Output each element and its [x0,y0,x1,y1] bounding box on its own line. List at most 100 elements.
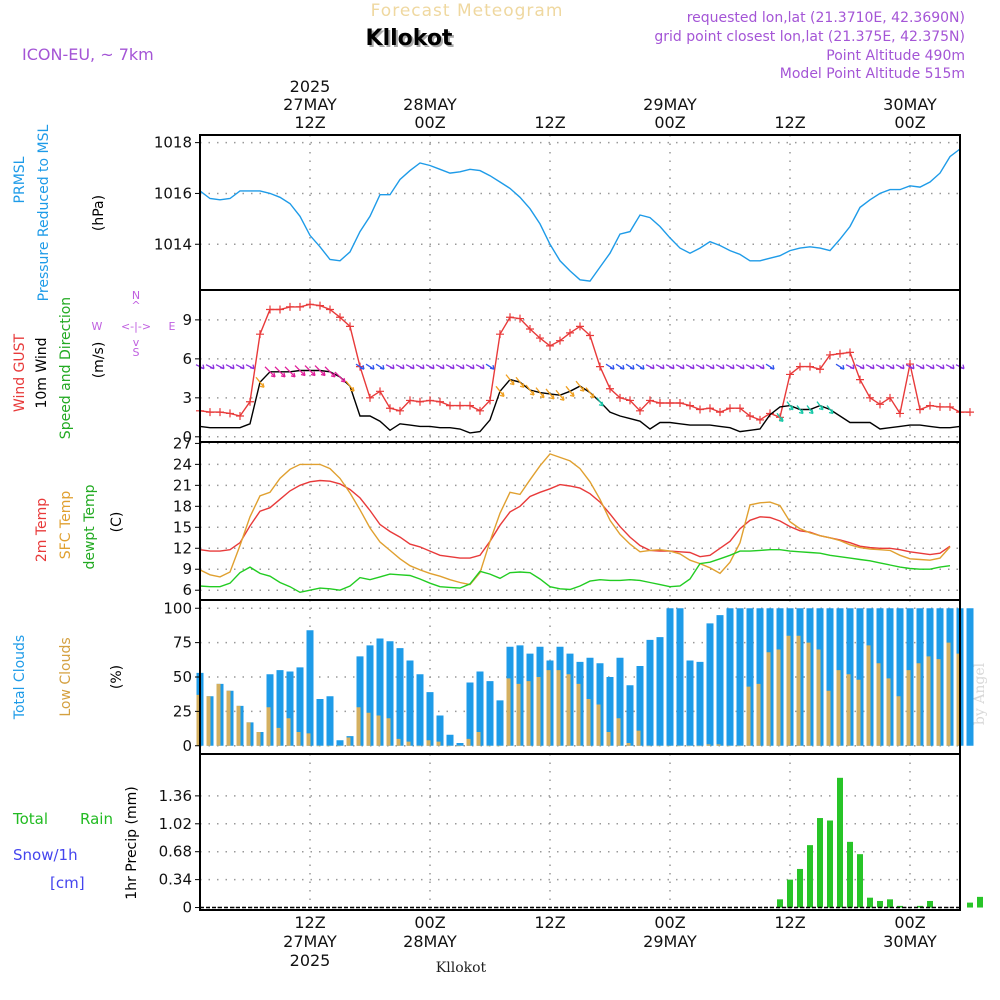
wind-arrow-head-69 [889,364,895,370]
wind-marker-26 [456,401,464,410]
wind-marker-36 [556,336,564,345]
wind-marker-32 [516,314,524,323]
wind-arrow-head-18 [379,364,385,370]
wind-marker-54 [736,404,744,413]
wind-arrow-head-37 [569,392,575,397]
clouds-bar-low-clouds-72 [916,663,921,746]
wind-arrow-head-38 [579,386,585,392]
snow-label: Snow/1h [13,846,78,864]
clouds-bar-low-clouds-41 [606,732,611,746]
precip-bar-total-rain-77 [967,902,973,908]
clouds-bar-low-clouds-46 [656,745,661,747]
wind-marker-11 [306,300,314,309]
wind-marker-47 [666,399,674,408]
wind-arrow-head-25 [449,364,455,370]
wind-arrow-head-12 [320,371,326,377]
bottom-time-date-48: 29MAY [643,932,697,951]
clouds-bar-total-clouds-16 [356,656,364,746]
clouds-bar-total-clouds-70 [896,608,904,746]
wind-arrow-head-17 [369,364,375,370]
clouds-bar-low-clouds-0 [196,694,201,746]
clouds-bar-low-clouds-28 [476,732,481,746]
clouds-bar-low-clouds-12 [316,745,321,747]
clouds-bar-low-clouds-55 [746,686,751,746]
wind-marker-22 [416,397,424,406]
wind-arrow-head-50 [699,364,705,370]
wind-marker-57 [766,409,774,418]
wind-arrow-head-35 [549,394,555,400]
wind-arrow-head-19 [389,364,395,370]
wind-arrow-head-43 [629,364,635,370]
wind-marker-55 [746,412,754,421]
clouds-bar-low-clouds-54 [736,745,741,747]
clouds-bar-total-clouds-41 [606,677,614,746]
wind-arrow-head-48 [679,364,685,370]
clouds-bar-low-clouds-50 [696,745,701,747]
pressure-line-prmsl [199,148,961,282]
clouds-bar-total-clouds-12 [316,699,324,746]
wind-arrow-head-42 [619,364,625,370]
clouds-bar-low-clouds-65 [846,674,851,746]
series-layer [195,148,983,909]
bottom-time-date-24: 28MAY [403,932,457,951]
wind-arrow-head-6 [259,383,265,388]
snow-unit: [cm] [50,874,85,892]
wind-arrow-head-46 [659,364,665,370]
wind-marker-5 [246,397,254,406]
clouds-bar-low-clouds-56 [756,683,761,746]
compass-s: S [133,346,140,359]
clouds-bar-low-clouds-75 [946,642,951,746]
wind-marker-3 [226,409,234,418]
wind-arrow-head-60 [798,409,804,415]
wind-marker-19 [386,404,394,413]
top-time-year-12: 2025 [290,77,331,96]
wind-marker-64 [836,349,844,358]
wind-arrow-head-65 [849,364,855,370]
precip-bar-total-rain-62 [817,818,823,908]
bottom-time-date-12: 27MAY [283,932,337,951]
wind-arrow-head-11 [310,371,316,377]
clouds-bar-low-clouds-19 [386,718,391,746]
clouds-bar-total-clouds-55 [746,608,754,746]
wind-marker-53 [726,404,734,413]
wind-arrow-34 [535,387,545,399]
wind-arrow-head-62 [818,405,824,411]
wind-marker-38 [576,322,584,331]
clouds-bar-low-clouds-8 [276,727,281,746]
temperature-line-dewpt-temp [199,549,951,594]
clouds-bar-total-clouds-42 [616,657,624,746]
precip-bar-total-rain-58 [777,899,783,908]
top-time-hour-72: 00Z [894,113,925,132]
wind-arrow-head-53 [729,364,735,370]
wind-marker-73 [926,401,934,410]
clouds-bar-total-clouds-8 [276,670,284,746]
wind-marker-39 [586,331,594,340]
precip-ytick-label-0: 0 [182,899,192,917]
wind-ytick-label-0: 0 [182,428,192,446]
wind-arrow-head-34 [539,393,545,399]
wind-arrow-head-22 [419,364,425,370]
clouds-bar-low-clouds-60 [796,635,801,746]
clouds-bar-low-clouds-51 [706,744,711,746]
wind-arrow-head-5 [249,364,255,370]
wind-arrow-39 [585,387,595,399]
wind-arrow-head-29 [489,364,495,370]
wind-arrow-32 [515,376,525,388]
wind-arrow-31 [505,374,515,386]
grid-point-coords: grid point closest lon,lat (21.375E, 42.… [654,29,965,45]
wind-arrow-head-27 [469,364,475,370]
wind-arrow-head-10 [300,371,306,377]
clouds-bar-low-clouds-62 [816,649,821,746]
clouds-bar-low-clouds-21 [406,741,411,746]
wind-ytick-label-6: 6 [182,350,192,368]
temp2m-label: 2m Temp [34,498,50,562]
wind-marker-29 [486,396,494,405]
wind-arrow-head-39 [589,393,595,399]
temperature-ytick-label-9: 9 [182,560,192,578]
clouds-ytick-label-25: 25 [173,702,192,720]
top-time-date-12: 27MAY [283,95,337,114]
clouds-unit: (%) [109,665,125,689]
wind-marker-67 [866,393,874,402]
clouds-bar-low-clouds-4 [236,705,241,746]
sfc-temp-label: SFC Temp [58,491,74,560]
